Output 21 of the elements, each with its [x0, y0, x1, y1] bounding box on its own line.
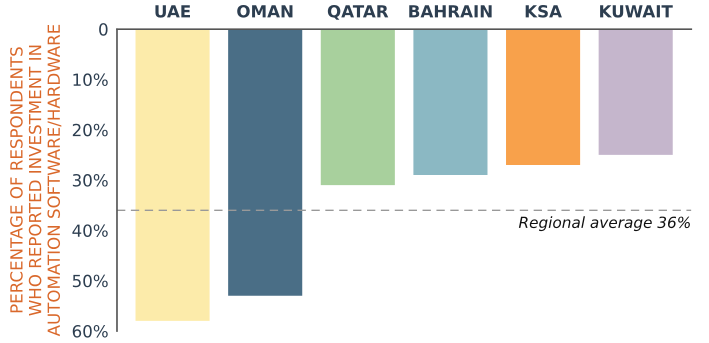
y-axis-title: PERCENTAGE OF RESPONDENTS WHO REPORTED INVESTMENT IN AUTOMATION SOFTWARE/HARDWARE: [10, 24, 62, 336]
bar: [228, 29, 302, 296]
ref-line-label: Regional average 36%: [518, 216, 690, 232]
y-tick-label: 20%: [72, 124, 108, 136]
y-tick-label: 40%: [72, 224, 108, 237]
bar: [136, 29, 210, 321]
bar: [320, 29, 395, 186]
x-tick-label: QATAR: [328, 4, 388, 20]
x-tick-label: KSA: [526, 4, 562, 18]
x-tick-label: BAHRAIN: [409, 5, 492, 18]
bar: [506, 29, 580, 165]
x-tick-label: KUWAIT: [600, 5, 673, 18]
y-tick-label: 10%: [73, 73, 108, 86]
y-tick-label: 50%: [72, 274, 108, 288]
bar: [413, 29, 488, 176]
x-tick-label: OMAN: [237, 4, 292, 18]
y-tick-label: 0: [99, 23, 108, 36]
y-tick-label: 30%: [72, 174, 108, 187]
x-tick-label: UAE: [155, 5, 190, 18]
bar: [598, 29, 673, 155]
y-tick-label: 60%: [72, 324, 108, 338]
